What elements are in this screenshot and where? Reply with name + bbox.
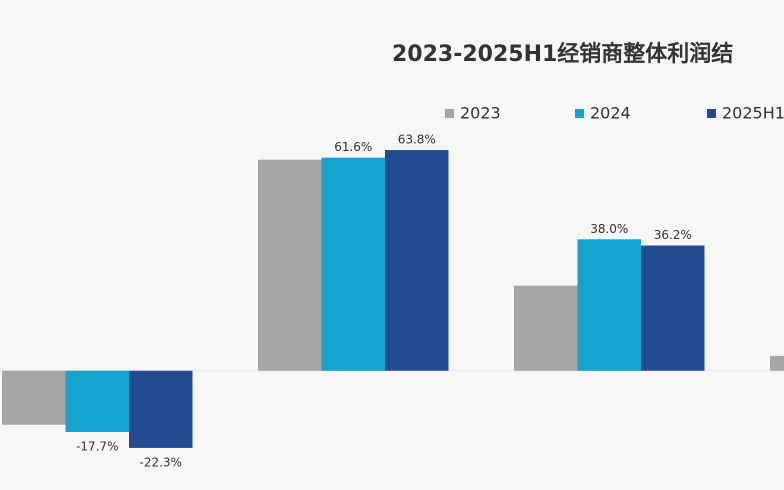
legend-swatch (445, 109, 454, 118)
data-label: 36.2% (654, 228, 692, 242)
bar (65, 370, 129, 433)
legend-label: 2024 (590, 104, 631, 123)
data-label: 38.0% (590, 222, 628, 236)
legend-label: 2025H1 (722, 104, 784, 123)
bar (770, 355, 784, 371)
legend-swatch (707, 109, 716, 118)
data-label: -22.3% (140, 455, 182, 469)
bar (129, 370, 193, 448)
bar (321, 157, 385, 371)
bar (385, 150, 449, 371)
data-label: 63.8% (398, 133, 436, 147)
bar (577, 239, 641, 371)
chart-title: 2023-2025H1经销商整体利润结 (392, 41, 733, 67)
legend-label: 2023 (460, 104, 501, 123)
bar (2, 370, 66, 425)
bar (514, 285, 578, 371)
data-label: -17.7% (76, 440, 118, 454)
legend-swatch (575, 109, 584, 118)
bar (641, 245, 705, 371)
data-label: 61.6% (334, 140, 372, 154)
bar (258, 159, 322, 371)
